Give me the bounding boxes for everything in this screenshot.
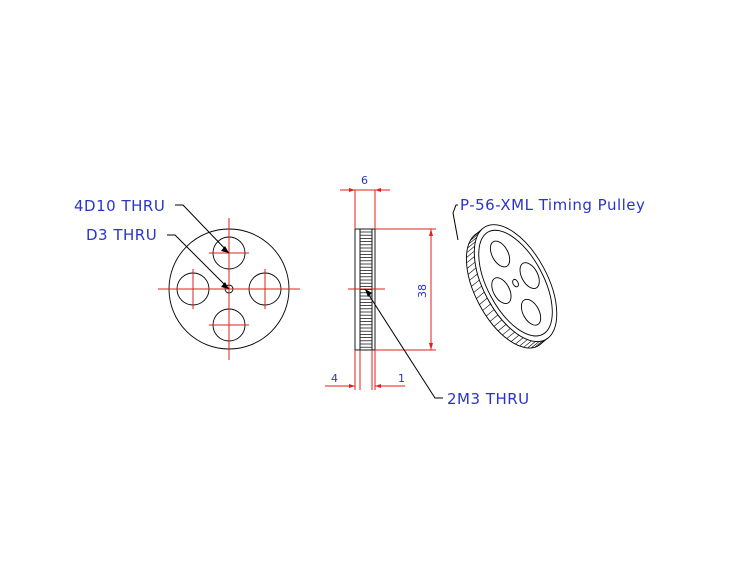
iso-tooth-line: [534, 340, 543, 348]
side-view: [348, 228, 385, 351]
iso-tooth-line: [523, 340, 532, 348]
iso-tooth-line: [473, 285, 482, 293]
iso-tooth-line: [510, 334, 520, 342]
iso-tooth-line: [530, 341, 540, 349]
iso-tooth-line: [527, 341, 536, 349]
iso-tooth-line: [506, 331, 515, 339]
dim-6-text: 6: [361, 174, 368, 187]
iso-tooth-line: [470, 233, 479, 241]
dim-diameter: [375, 228, 436, 351]
iso-tooth-line: [468, 237, 477, 245]
isometric-view: [465, 224, 558, 349]
iso-tooth-line: [471, 279, 480, 287]
label-title: P-56-XML Timing Pulley: [460, 196, 645, 214]
iso-tooth-line: [479, 297, 488, 305]
iso-tooth-line: [482, 303, 491, 311]
teeth-pattern: [360, 231, 372, 348]
iso-tooth-line: [515, 337, 524, 345]
dim-38-text: 38: [416, 284, 429, 298]
dim-1-text: 1: [398, 372, 405, 385]
title-leader: [452, 204, 459, 241]
iso-tooth-line: [502, 328, 511, 336]
front-leaders: [167, 204, 230, 290]
iso-tooth-line: [489, 314, 499, 322]
iso-tooth-line: [498, 324, 507, 332]
label-2m3-thru: 2M3 THRU: [447, 390, 530, 408]
iso-tooth-line: [467, 267, 477, 275]
iso-front-face: [473, 224, 558, 343]
set-screw-leader: [364, 288, 443, 399]
iso-tooth-line: [476, 291, 485, 299]
label-d3-thru: D3 THRU: [86, 226, 157, 244]
iso-tooth-line: [469, 273, 478, 281]
dim-width: [340, 189, 390, 229]
iso-tooth-line: [466, 246, 475, 253]
iso-tooth-line: [466, 256, 475, 264]
iso-tooth-line: [486, 309, 495, 317]
iso-tooth-line: [519, 339, 528, 347]
iso-tooth-line: [466, 261, 476, 269]
iso-tooth-line: [467, 241, 476, 249]
dim-4-text: 4: [331, 372, 338, 385]
iso-tooth-line: [466, 250, 475, 258]
label-4d10-thru: 4D10 THRU: [74, 197, 165, 215]
iso-tooth-line: [493, 319, 503, 327]
